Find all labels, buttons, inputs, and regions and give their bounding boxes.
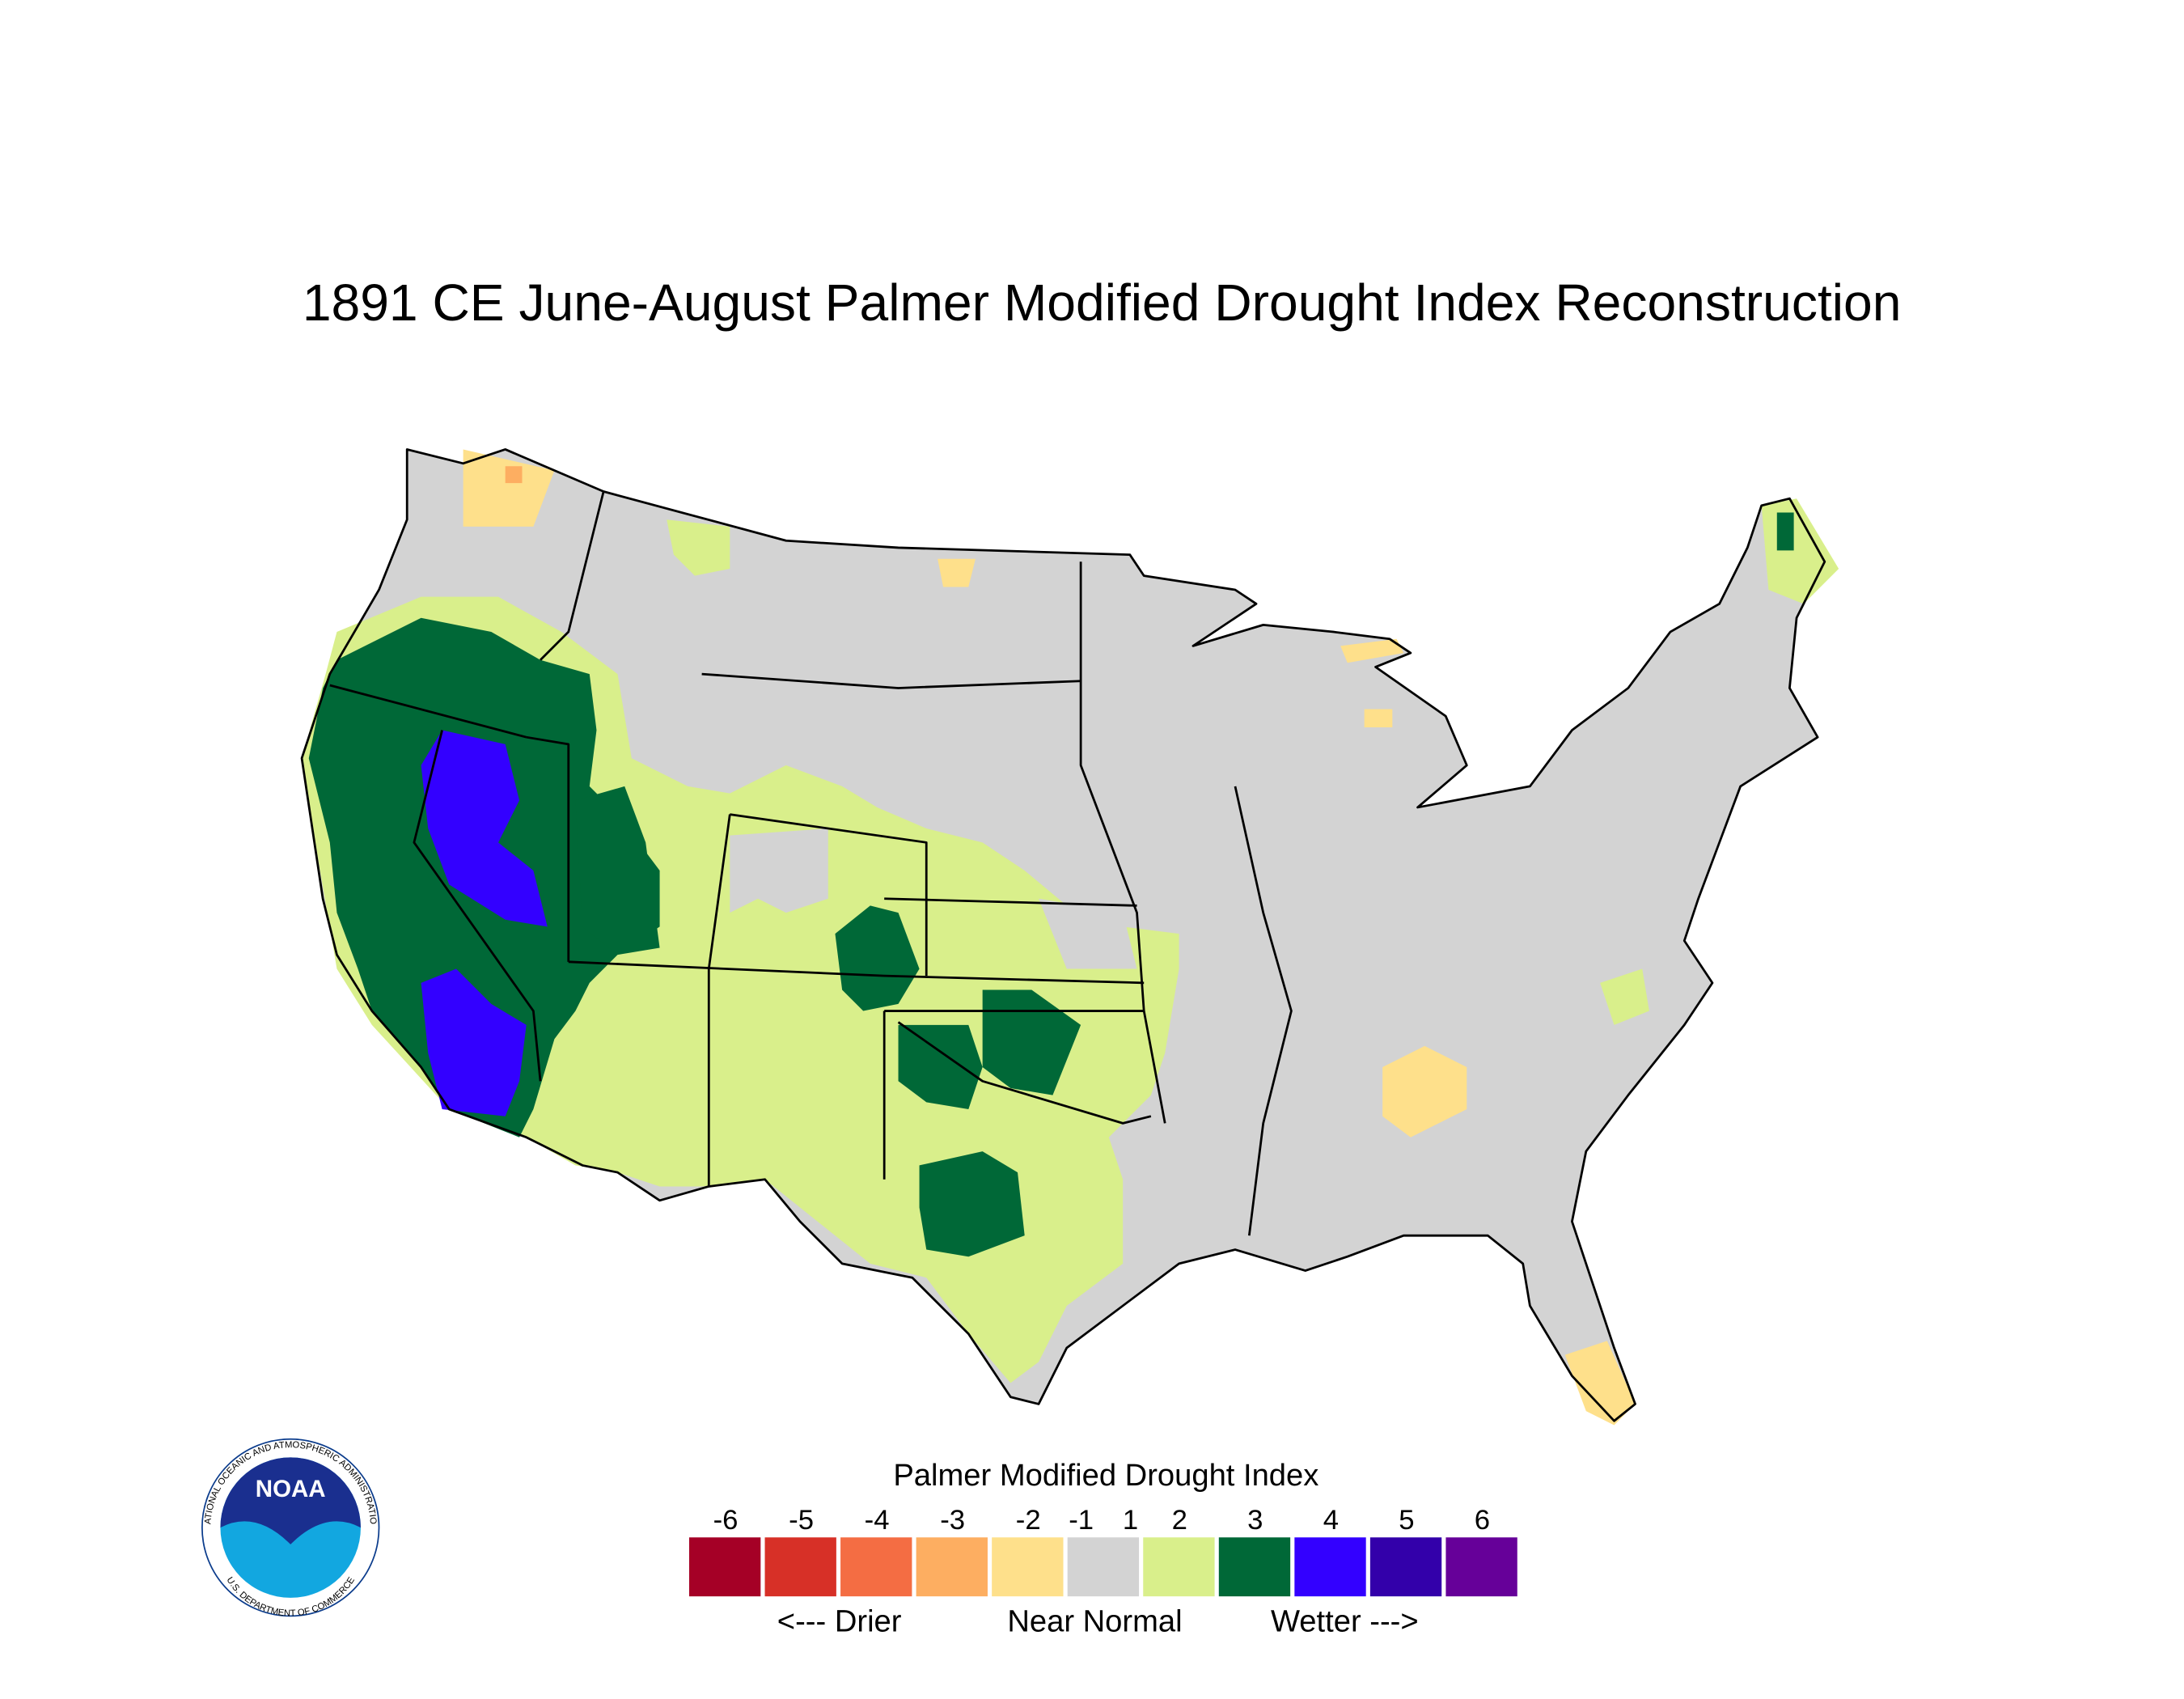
legend-swatch <box>764 1537 836 1597</box>
map-region <box>835 905 920 1011</box>
map-region <box>575 786 660 955</box>
legend-swatch <box>1369 1537 1442 1597</box>
legend-tick-label: 4 <box>1323 1505 1339 1536</box>
map-region <box>667 519 730 576</box>
legend-tick-label: -1 <box>1069 1505 1094 1536</box>
legend-swatch <box>916 1537 988 1597</box>
map-region <box>1600 968 1649 1025</box>
us-outline <box>300 448 1826 1422</box>
legend-tick-label: 3 <box>1247 1505 1263 1536</box>
map-region <box>730 828 828 913</box>
legend-note: <--- Drier <box>777 1604 902 1639</box>
legend: -6 -5 -4 -3 -2 -1 1 2 3 4 5 6 <--- Drier Near Normal W… <box>688 1505 1517 1639</box>
legend-tick-label: -3 <box>940 1505 965 1536</box>
map-region <box>919 1151 1025 1257</box>
legend-swatch <box>1294 1537 1366 1597</box>
legend-note: Wetter ---> <box>1271 1604 1419 1639</box>
map-region <box>982 989 1081 1095</box>
legend-tick-label: 6 <box>1475 1505 1490 1536</box>
legend-tick-label: 1 <box>1123 1505 1138 1536</box>
map-region <box>898 1024 983 1110</box>
legend-swatch <box>1218 1537 1291 1597</box>
legend-tick-label: 2 <box>1172 1505 1187 1536</box>
map-region <box>421 730 548 927</box>
legend-swatch <box>1143 1537 1215 1597</box>
title: 1891 CE June-August Palmer Modified Drou… <box>303 273 1902 332</box>
legend-tick-label: -2 <box>1016 1505 1041 1536</box>
legend-swatch <box>688 1537 761 1597</box>
map-region <box>938 558 976 587</box>
legend-note: Near Normal <box>1007 1604 1182 1639</box>
map-region <box>1564 1341 1636 1426</box>
state-borders <box>329 491 1293 1236</box>
logo-name: NOAA <box>256 1476 326 1502</box>
legend-tick-label: 5 <box>1399 1505 1414 1536</box>
map-region <box>1340 638 1404 663</box>
map-region <box>1382 1045 1467 1138</box>
legend-tick-label: -6 <box>713 1505 739 1536</box>
legend-swatch <box>840 1537 912 1597</box>
map-region <box>1039 898 1137 969</box>
legend-tick-label: -4 <box>865 1505 890 1536</box>
map-region <box>505 466 523 484</box>
map-region <box>1776 512 1794 551</box>
legend-title: Palmer Modified Drought Index <box>893 1458 1318 1493</box>
legend-swatch <box>1067 1537 1140 1597</box>
map-region <box>1761 498 1839 604</box>
legend-tick-label: -5 <box>789 1505 814 1536</box>
us-map <box>300 448 1839 1426</box>
map-region <box>421 968 527 1116</box>
legend-swatch <box>992 1537 1064 1597</box>
map-region <box>463 449 555 527</box>
map-region <box>1364 709 1393 728</box>
legend-swatch <box>1445 1537 1517 1597</box>
